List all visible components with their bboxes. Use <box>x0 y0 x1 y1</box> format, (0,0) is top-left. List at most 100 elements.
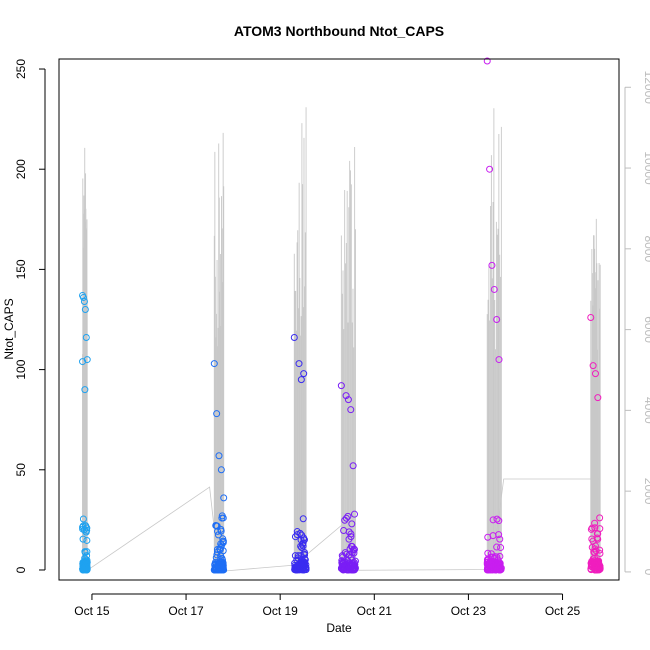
data-point <box>213 551 221 559</box>
data-point <box>297 376 305 384</box>
x-tick-label: Oct 23 <box>451 604 487 618</box>
data-point <box>341 516 349 524</box>
y-tick-label: 150 <box>14 259 28 279</box>
y2-tick-label: 0 <box>642 569 650 576</box>
data-point <box>492 564 500 572</box>
data-point <box>483 57 491 65</box>
y2-tick-label: 12000 <box>642 71 650 105</box>
x-tick-label: Oct 15 <box>74 604 110 618</box>
data-point <box>219 514 227 522</box>
y-axis: 0 50 100 150 200 250 <box>14 59 46 573</box>
y2-tick-label: 4000 <box>642 397 650 424</box>
y-tick-label: 100 <box>14 359 28 379</box>
x-tick-label: Oct 21 <box>357 604 393 618</box>
data-point <box>80 297 88 305</box>
data-point <box>296 529 304 537</box>
data-point <box>351 565 359 573</box>
data-point <box>79 515 87 523</box>
data-point <box>291 559 299 567</box>
x-tick-label: Oct 17 <box>168 604 204 618</box>
data-point <box>339 559 347 567</box>
data-point <box>339 563 347 571</box>
y-tick-label: 0 <box>14 566 28 573</box>
data-point <box>497 544 505 552</box>
data-point <box>495 356 503 364</box>
data-point <box>290 334 298 342</box>
data-point <box>347 560 355 568</box>
data-point <box>83 566 91 574</box>
data-point <box>496 552 504 560</box>
data-point <box>347 530 355 538</box>
y-axis-label: Ntot_CAPS <box>2 298 16 359</box>
data-point <box>488 261 496 269</box>
data-point <box>489 558 497 566</box>
data-point <box>219 535 227 543</box>
data-point <box>485 564 493 572</box>
data-point <box>347 406 355 414</box>
data-point <box>593 559 601 567</box>
data-point <box>81 386 89 394</box>
data-point <box>484 533 492 541</box>
data-point <box>217 525 225 533</box>
data-point <box>82 334 90 342</box>
data-point <box>594 394 602 402</box>
data-point <box>292 564 300 572</box>
data-point <box>493 515 501 523</box>
data-point <box>302 561 310 569</box>
data-point <box>589 362 597 370</box>
data-point <box>596 514 604 522</box>
data-point <box>591 370 599 378</box>
data-point <box>350 510 358 518</box>
data-point <box>220 494 228 502</box>
y-tick-label: 250 <box>14 59 28 79</box>
data-point <box>295 360 303 368</box>
data-point <box>496 535 504 543</box>
data-point <box>298 544 306 552</box>
data-point <box>82 561 90 569</box>
data-point <box>486 165 494 173</box>
data-point <box>210 360 218 368</box>
data-point <box>81 305 89 313</box>
data-point <box>347 533 355 541</box>
x-tick-label: Oct 19 <box>262 604 298 618</box>
data-point <box>83 536 91 544</box>
data-point <box>291 533 299 541</box>
data-point <box>588 524 596 532</box>
data-point <box>493 316 501 323</box>
y-tick-label: 50 <box>14 463 28 477</box>
data-point <box>219 537 227 545</box>
data-point <box>348 520 356 528</box>
data-point <box>588 535 596 543</box>
data-point <box>79 535 87 543</box>
data-point <box>345 528 353 536</box>
data-point <box>490 285 498 293</box>
data-point <box>587 525 595 533</box>
data-point <box>591 545 599 553</box>
x-tick-label: Oct 25 <box>545 604 581 618</box>
data-point <box>83 356 91 364</box>
data-point <box>81 548 89 556</box>
data-point <box>348 542 356 550</box>
points-layer <box>79 57 604 574</box>
data-point <box>215 563 223 571</box>
data-point <box>83 561 91 569</box>
data-point <box>495 517 503 525</box>
data-point <box>594 530 602 538</box>
data-point <box>587 313 595 321</box>
y2-tick-label: 10000 <box>642 151 650 185</box>
y2-axis: 0 2000 4000 6000 8000 10000 12000 <box>624 71 650 576</box>
x-axis-label: Date <box>326 621 352 635</box>
data-point <box>344 396 352 404</box>
data-point <box>588 560 596 568</box>
data-point <box>349 462 357 470</box>
data-point <box>299 539 307 547</box>
data-point <box>340 566 348 574</box>
data-point <box>300 370 308 378</box>
data-point <box>596 550 604 558</box>
data-point <box>79 560 87 568</box>
data-point <box>591 524 599 532</box>
data-point <box>342 392 350 400</box>
data-point <box>300 536 308 544</box>
